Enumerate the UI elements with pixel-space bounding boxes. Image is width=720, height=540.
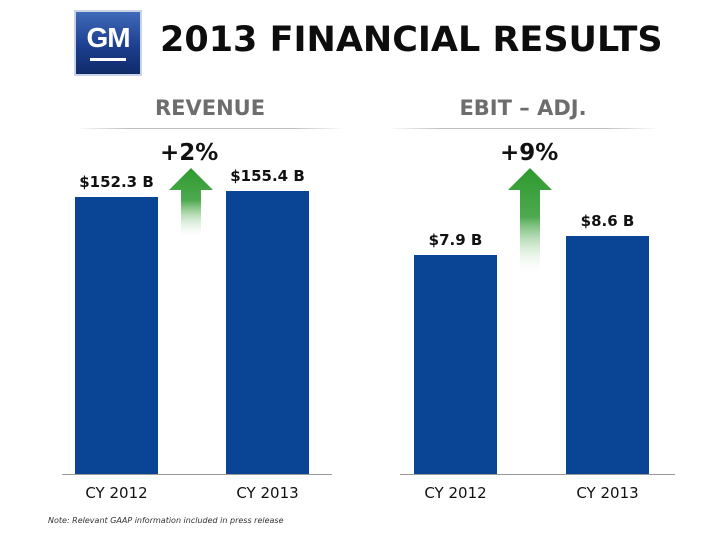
category-label: CY 2012	[85, 484, 148, 502]
bar-value-label: $155.4 B	[230, 167, 305, 185]
bar-value-label: $8.6 B	[580, 211, 635, 230]
bar-value-label: $7.9 B	[428, 231, 483, 250]
bar	[75, 196, 158, 474]
chart-baseline	[400, 474, 675, 475]
bar	[226, 191, 309, 474]
footnote: Note: Relevant GAAP information included…	[48, 516, 284, 525]
chart-baseline	[62, 474, 332, 475]
growth-label: +9%	[500, 140, 559, 166]
chart-title: EBIT – ADJ.	[388, 96, 658, 129]
bar	[566, 235, 649, 474]
bar	[414, 255, 497, 474]
logo-text: GM	[86, 22, 130, 53]
category-label: CY 2013	[576, 484, 639, 502]
page-title: 2013 FINANCIAL RESULTS	[160, 20, 663, 60]
growth-arrow-icon	[169, 168, 213, 240]
growth-arrow-icon	[508, 168, 552, 276]
growth-label: +2%	[160, 140, 219, 166]
category-label: CY 2013	[236, 484, 299, 502]
gm-logo: GM	[74, 10, 142, 76]
logo-underline	[90, 58, 126, 61]
chart-title: REVENUE	[75, 96, 345, 129]
bar-value-label: $152.3 B	[79, 172, 154, 191]
category-label: CY 2012	[424, 484, 487, 502]
